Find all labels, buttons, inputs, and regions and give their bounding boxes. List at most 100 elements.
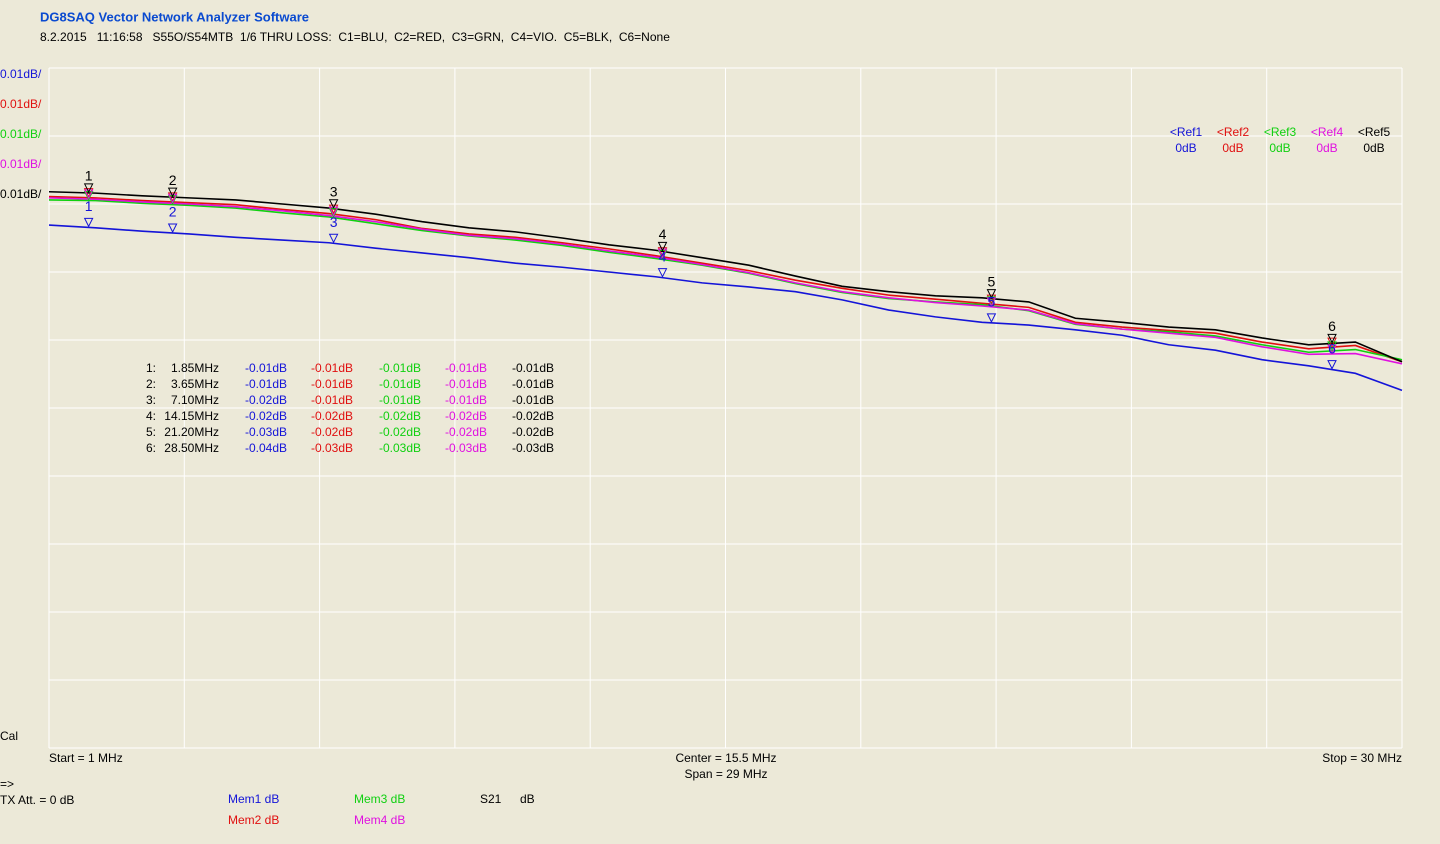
marker-triangle xyxy=(167,187,178,198)
marker-reading: -0.01dB xyxy=(445,361,487,375)
marker-triangle xyxy=(1327,360,1337,370)
marker-triangle xyxy=(986,294,997,305)
scale-label: 0.01dB/ xyxy=(0,187,42,201)
marker-reading: -0.02dB xyxy=(512,425,554,439)
marker-reading: -0.01dB xyxy=(512,393,554,407)
legend-name: <Ref2 xyxy=(1217,125,1250,139)
marker-label: 3 xyxy=(330,214,338,230)
marker-reading: -0.03dB xyxy=(379,441,421,455)
memory-label: Mem1 dB xyxy=(228,792,279,806)
marker-reading: -0.02dB xyxy=(379,425,421,439)
marker-triangle xyxy=(986,313,997,323)
marker-frequency: 14.15MHz xyxy=(164,409,219,423)
marker-reading: -0.02dB xyxy=(512,409,554,423)
marker-label: 1 xyxy=(85,168,93,184)
memory-label: Mem4 dB xyxy=(354,813,405,827)
marker-frequency: 7.10MHz xyxy=(171,393,219,407)
marker-triangle xyxy=(83,183,94,194)
legend-ref: 0dB xyxy=(1222,141,1243,155)
marker-triangle xyxy=(167,192,178,203)
marker-reading: -0.01dB xyxy=(445,377,487,391)
marker-reading: -0.03dB xyxy=(445,441,487,455)
marker-label: 6 xyxy=(1328,318,1336,334)
marker-reading: -0.03dB xyxy=(245,425,287,439)
scale-label: 0.01dB/ xyxy=(0,67,42,81)
x-stop-label: Stop = 30 MHz xyxy=(1322,751,1402,765)
marker-number: 1: xyxy=(146,361,156,375)
marker-reading: -0.04dB xyxy=(245,441,287,455)
marker-reading: -0.01dB xyxy=(311,377,353,391)
marker-number: 3: xyxy=(146,393,156,407)
marker-label: 3 xyxy=(330,183,338,199)
marker-label: 1 xyxy=(85,198,93,214)
marker-triangle xyxy=(328,204,339,215)
legend-name: <Ref3 xyxy=(1264,125,1297,139)
x-center-label: Center = 15.5 MHz xyxy=(675,751,776,765)
marker-frequency: 3.65MHz xyxy=(171,377,219,391)
marker-reading: -0.02dB xyxy=(245,393,287,407)
trace xyxy=(48,190,1403,363)
marker-triangle xyxy=(83,188,94,198)
marker-triangle xyxy=(167,193,178,204)
marker-reading: -0.02dB xyxy=(445,409,487,423)
marker-label: 5 xyxy=(988,294,996,310)
legend-ref: 0dB xyxy=(1269,141,1290,155)
s21-label: S21 xyxy=(480,792,502,806)
marker-triangle xyxy=(657,248,668,259)
marker-triangle xyxy=(328,199,339,209)
marker-triangle xyxy=(1327,333,1337,344)
marker-number: 2: xyxy=(146,377,156,391)
marker-label: 2 xyxy=(169,204,177,220)
marker-triangle xyxy=(657,268,668,278)
title: DG8SAQ Vector Network Analyzer Software xyxy=(40,9,309,24)
tx-att-label: TX Att. = 0 dB xyxy=(0,793,74,807)
trace xyxy=(48,197,1403,365)
marker-reading: -0.01dB xyxy=(379,377,421,391)
legend-name: <Ref1 xyxy=(1170,125,1203,139)
marker-frequency: 28.50MHz xyxy=(164,441,219,455)
trace xyxy=(48,224,1403,392)
marker-reading: -0.01dB xyxy=(311,361,353,375)
legend-ref: 0dB xyxy=(1316,141,1337,155)
marker-reading: -0.02dB xyxy=(311,425,353,439)
marker-frequency: 1.85MHz xyxy=(171,361,219,375)
scale-label: 0.01dB/ xyxy=(0,127,42,141)
marker-number: 6: xyxy=(146,441,156,455)
x-span-label: Span = 29 MHz xyxy=(684,767,767,781)
marker-label: 6 xyxy=(1328,340,1336,356)
memory-label: Mem3 dB xyxy=(354,792,405,806)
marker-reading: -0.01dB xyxy=(445,393,487,407)
marker-label: 5 xyxy=(988,273,996,289)
legend-name: <Ref5 xyxy=(1358,125,1391,139)
marker-triangle xyxy=(328,233,339,244)
memory-label: Mem2 dB xyxy=(228,813,279,827)
marker-reading: -0.02dB xyxy=(445,425,487,439)
marker-triangle xyxy=(657,247,668,257)
legend-name: <Ref4 xyxy=(1311,125,1344,139)
marker-triangle xyxy=(167,223,178,234)
marker-reading: -0.01dB xyxy=(245,361,287,375)
marker-reading: -0.01dB xyxy=(379,361,421,375)
marker-label: 2 xyxy=(169,172,177,188)
marker-triangle xyxy=(83,217,94,228)
s21-unit: dB xyxy=(520,792,535,806)
marker-reading: -0.01dB xyxy=(245,377,287,391)
marker-triangle xyxy=(986,289,997,299)
trace xyxy=(48,195,1403,363)
marker-reading: -0.02dB xyxy=(311,409,353,423)
marker-number: 5: xyxy=(146,425,156,439)
marker-reading: -0.02dB xyxy=(379,409,421,423)
marker-triangle xyxy=(657,241,668,252)
marker-reading: -0.01dB xyxy=(379,393,421,407)
marker-number: 4: xyxy=(146,409,156,423)
legend-ref: 0dB xyxy=(1175,141,1196,155)
marker-reading: -0.01dB xyxy=(512,361,554,375)
subtitle: 8.2.2015 11:16:58 S55O/S54MTB 1/6 THRU L… xyxy=(40,30,670,44)
marker-reading: -0.02dB xyxy=(245,409,287,423)
scale-label: 0.01dB/ xyxy=(0,157,42,171)
marker-triangle xyxy=(1327,344,1337,355)
cal-label: Cal xyxy=(0,729,18,743)
